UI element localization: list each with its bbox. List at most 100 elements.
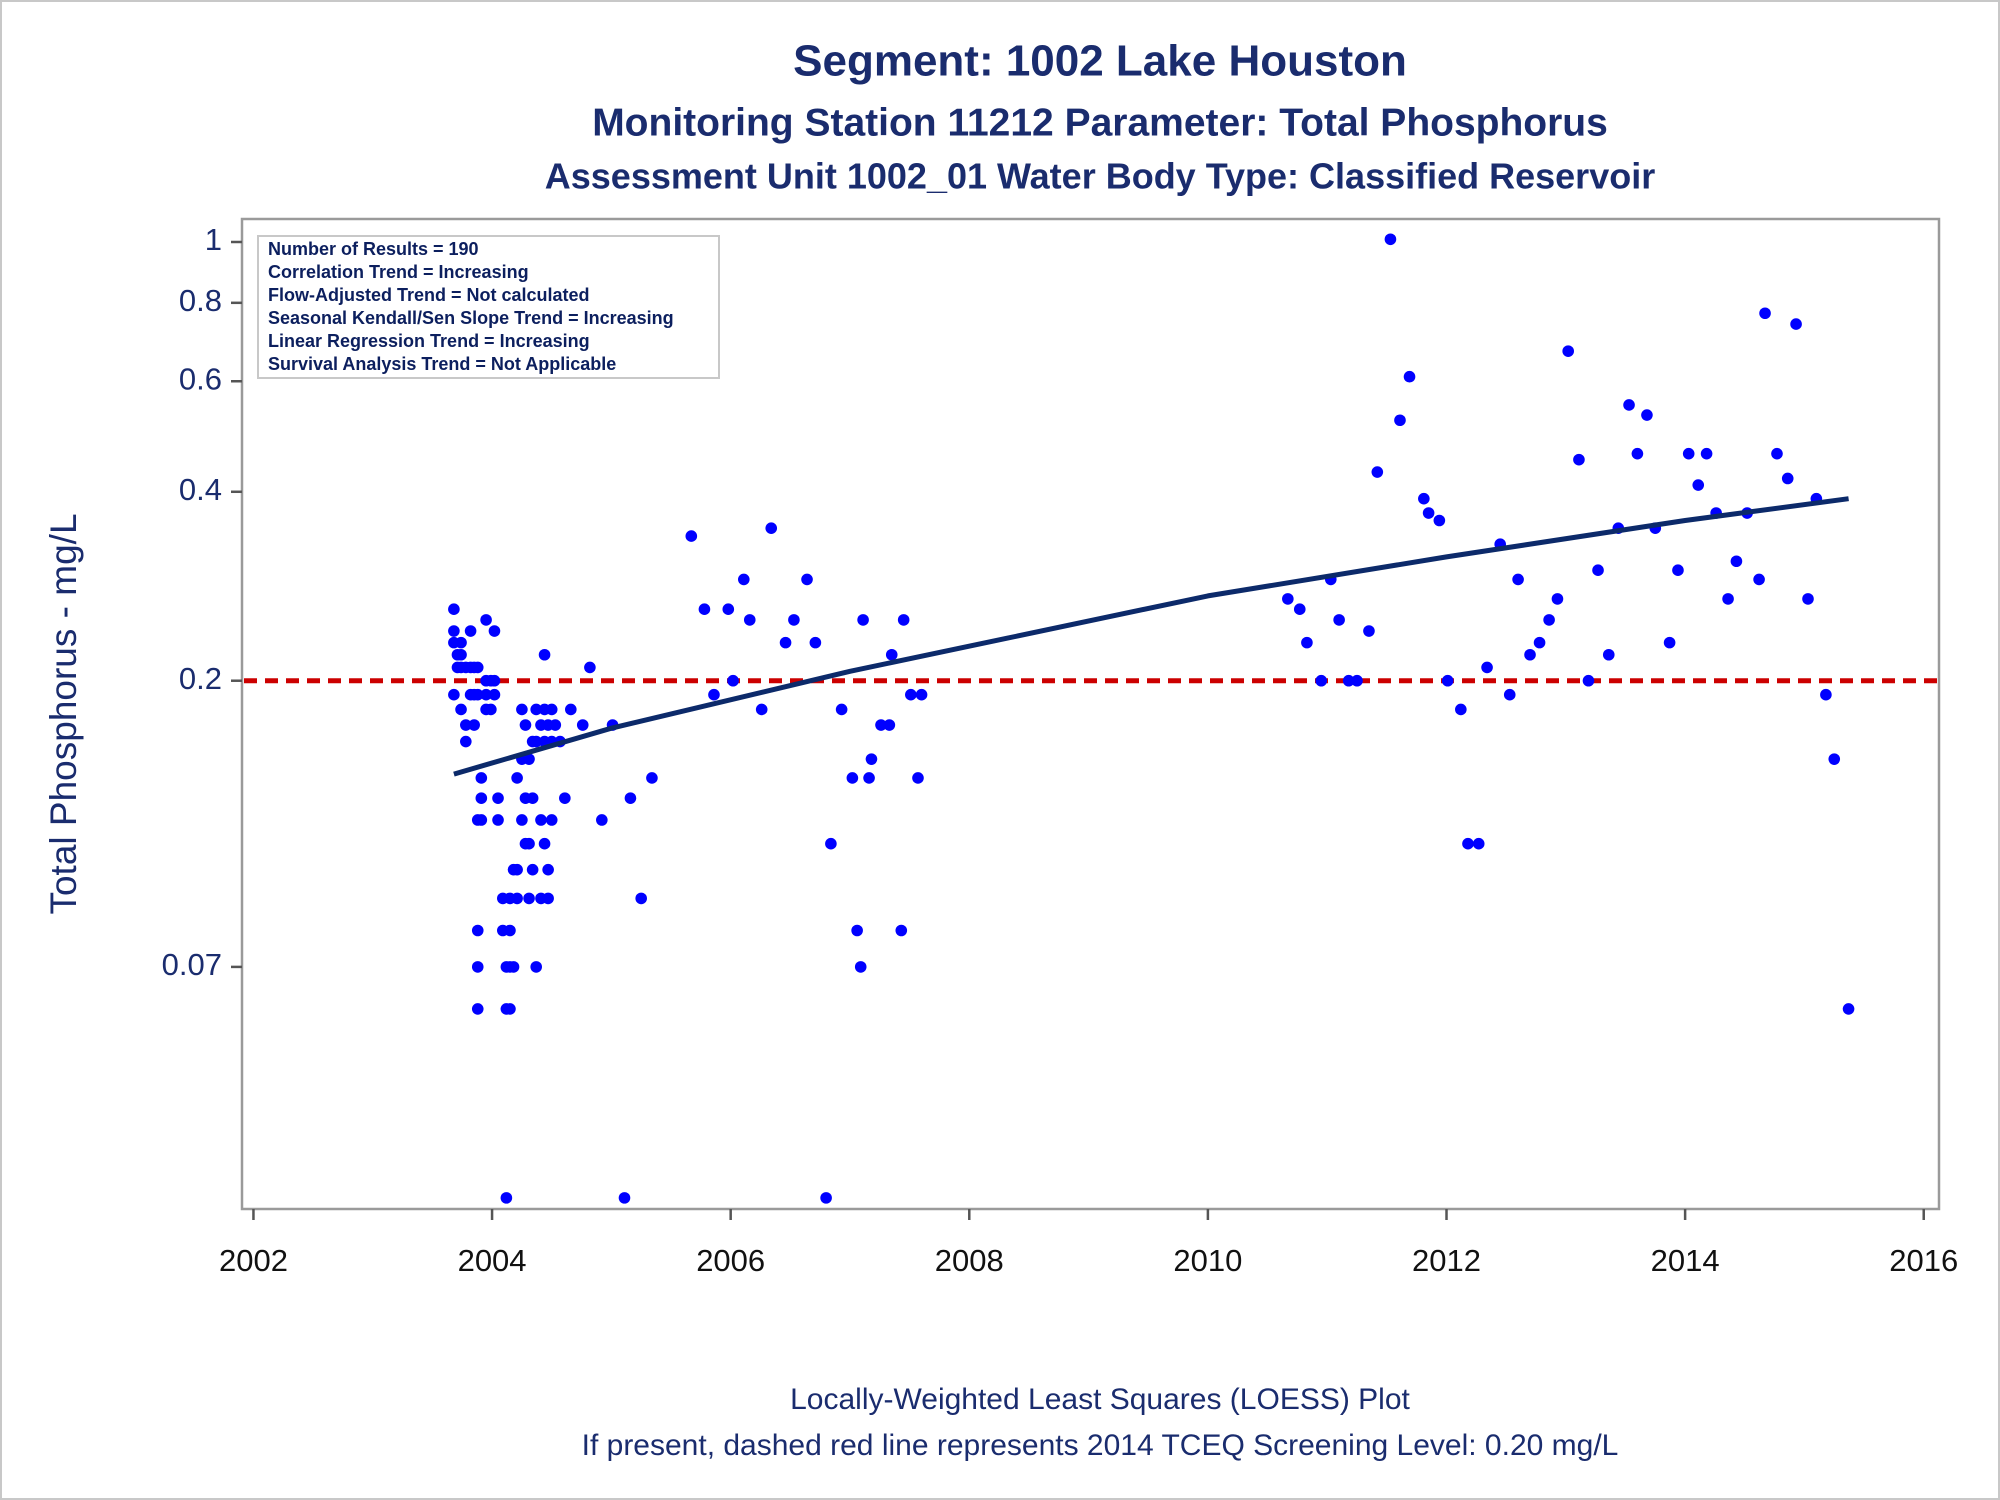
data-point bbox=[1433, 514, 1446, 527]
data-point bbox=[912, 772, 924, 784]
data-point bbox=[526, 792, 539, 804]
data-point bbox=[1524, 648, 1536, 661]
data-point bbox=[511, 892, 523, 905]
data-point bbox=[530, 735, 543, 748]
data-point bbox=[511, 772, 523, 784]
data-point bbox=[722, 603, 735, 616]
data-point bbox=[576, 719, 589, 731]
data-point bbox=[471, 924, 484, 937]
annotation-text: Survival Analysis Trend = Not Applicable bbox=[268, 354, 616, 374]
data-point bbox=[480, 688, 492, 701]
data-point bbox=[1512, 573, 1524, 586]
x-tick-label: 2004 bbox=[458, 1243, 527, 1278]
data-point bbox=[500, 1192, 513, 1204]
data-point bbox=[542, 863, 554, 876]
annotation-box bbox=[257, 235, 720, 379]
data-point bbox=[488, 688, 501, 701]
data-point bbox=[504, 1003, 516, 1015]
data-point bbox=[523, 892, 535, 905]
data-point bbox=[727, 674, 739, 687]
data-point bbox=[1351, 674, 1363, 687]
data-point bbox=[468, 719, 480, 731]
data-point bbox=[875, 719, 887, 731]
data-point bbox=[1759, 307, 1771, 320]
data-point bbox=[1472, 837, 1485, 850]
chart-title: Segment: 1002 Lake Houston bbox=[793, 37, 1407, 86]
data-point bbox=[1663, 636, 1676, 649]
data-point bbox=[863, 772, 875, 784]
data-point bbox=[857, 614, 869, 626]
data-point bbox=[1592, 564, 1604, 576]
annotation-text: Number of Results = 190 bbox=[268, 239, 479, 259]
y-tick-label: 1 bbox=[205, 222, 222, 257]
data-point bbox=[538, 648, 551, 661]
data-point bbox=[1781, 472, 1794, 485]
data-point bbox=[1533, 636, 1546, 649]
annotation-text: Correlation Trend = Increasing bbox=[268, 262, 529, 282]
data-point bbox=[523, 837, 535, 850]
data-point bbox=[584, 661, 596, 674]
data-point bbox=[895, 924, 908, 937]
chart-subtitle: Monitoring Station 11212 Parameter: Tota… bbox=[592, 101, 1608, 144]
data-point bbox=[779, 636, 792, 649]
y-tick-label: 0.2 bbox=[179, 661, 222, 696]
data-point bbox=[492, 792, 504, 804]
data-point bbox=[523, 753, 535, 765]
data-point bbox=[1790, 318, 1802, 330]
data-point bbox=[460, 719, 472, 731]
data-point bbox=[535, 814, 547, 826]
data-point bbox=[559, 792, 571, 804]
y-axis-label: Total Phosphorus - mg/L bbox=[43, 513, 84, 914]
data-point bbox=[820, 1192, 832, 1204]
data-point bbox=[835, 703, 848, 716]
data-point bbox=[1481, 661, 1493, 674]
x-tick-label: 2014 bbox=[1651, 1243, 1720, 1278]
data-point bbox=[448, 625, 460, 637]
data-point bbox=[545, 814, 558, 826]
data-point bbox=[1753, 573, 1765, 586]
data-point bbox=[1384, 233, 1397, 246]
data-point bbox=[516, 703, 528, 716]
data-point bbox=[1692, 479, 1705, 491]
data-point bbox=[488, 674, 501, 687]
footnote: If present, dashed red line represents 2… bbox=[582, 1429, 1619, 1462]
data-point bbox=[480, 614, 492, 626]
data-point bbox=[492, 814, 504, 826]
data-point bbox=[1441, 674, 1454, 687]
data-point bbox=[737, 573, 750, 586]
data-point bbox=[1403, 370, 1416, 383]
data-point bbox=[1582, 674, 1595, 687]
data-point bbox=[488, 625, 501, 637]
data-point bbox=[635, 892, 647, 905]
data-point bbox=[1543, 614, 1555, 626]
data-point bbox=[851, 924, 863, 937]
data-point bbox=[1293, 603, 1306, 616]
data-point bbox=[698, 603, 711, 616]
data-point bbox=[646, 772, 658, 784]
data-point bbox=[455, 703, 467, 716]
data-point bbox=[1623, 399, 1635, 411]
data-point bbox=[1771, 447, 1783, 460]
data-point bbox=[1828, 753, 1841, 765]
y-tick-label: 0.07 bbox=[162, 947, 222, 982]
data-point bbox=[1722, 593, 1734, 605]
data-point bbox=[504, 924, 516, 937]
data-point bbox=[865, 753, 878, 765]
data-point bbox=[854, 961, 867, 973]
x-tick-label: 2006 bbox=[696, 1243, 765, 1278]
data-point bbox=[530, 703, 543, 716]
data-point bbox=[471, 1003, 484, 1015]
data-point bbox=[455, 648, 467, 661]
data-point bbox=[475, 792, 488, 804]
x-tick-label: 2010 bbox=[1173, 1243, 1242, 1278]
annotation-text: Linear Regression Trend = Increasing bbox=[268, 331, 590, 351]
data-point bbox=[460, 735, 472, 748]
data-point bbox=[1455, 703, 1467, 716]
data-point bbox=[755, 703, 768, 716]
data-point bbox=[530, 961, 543, 973]
data-point bbox=[883, 719, 896, 731]
data-point bbox=[1802, 593, 1814, 605]
data-point bbox=[542, 892, 554, 905]
data-point bbox=[538, 837, 551, 850]
